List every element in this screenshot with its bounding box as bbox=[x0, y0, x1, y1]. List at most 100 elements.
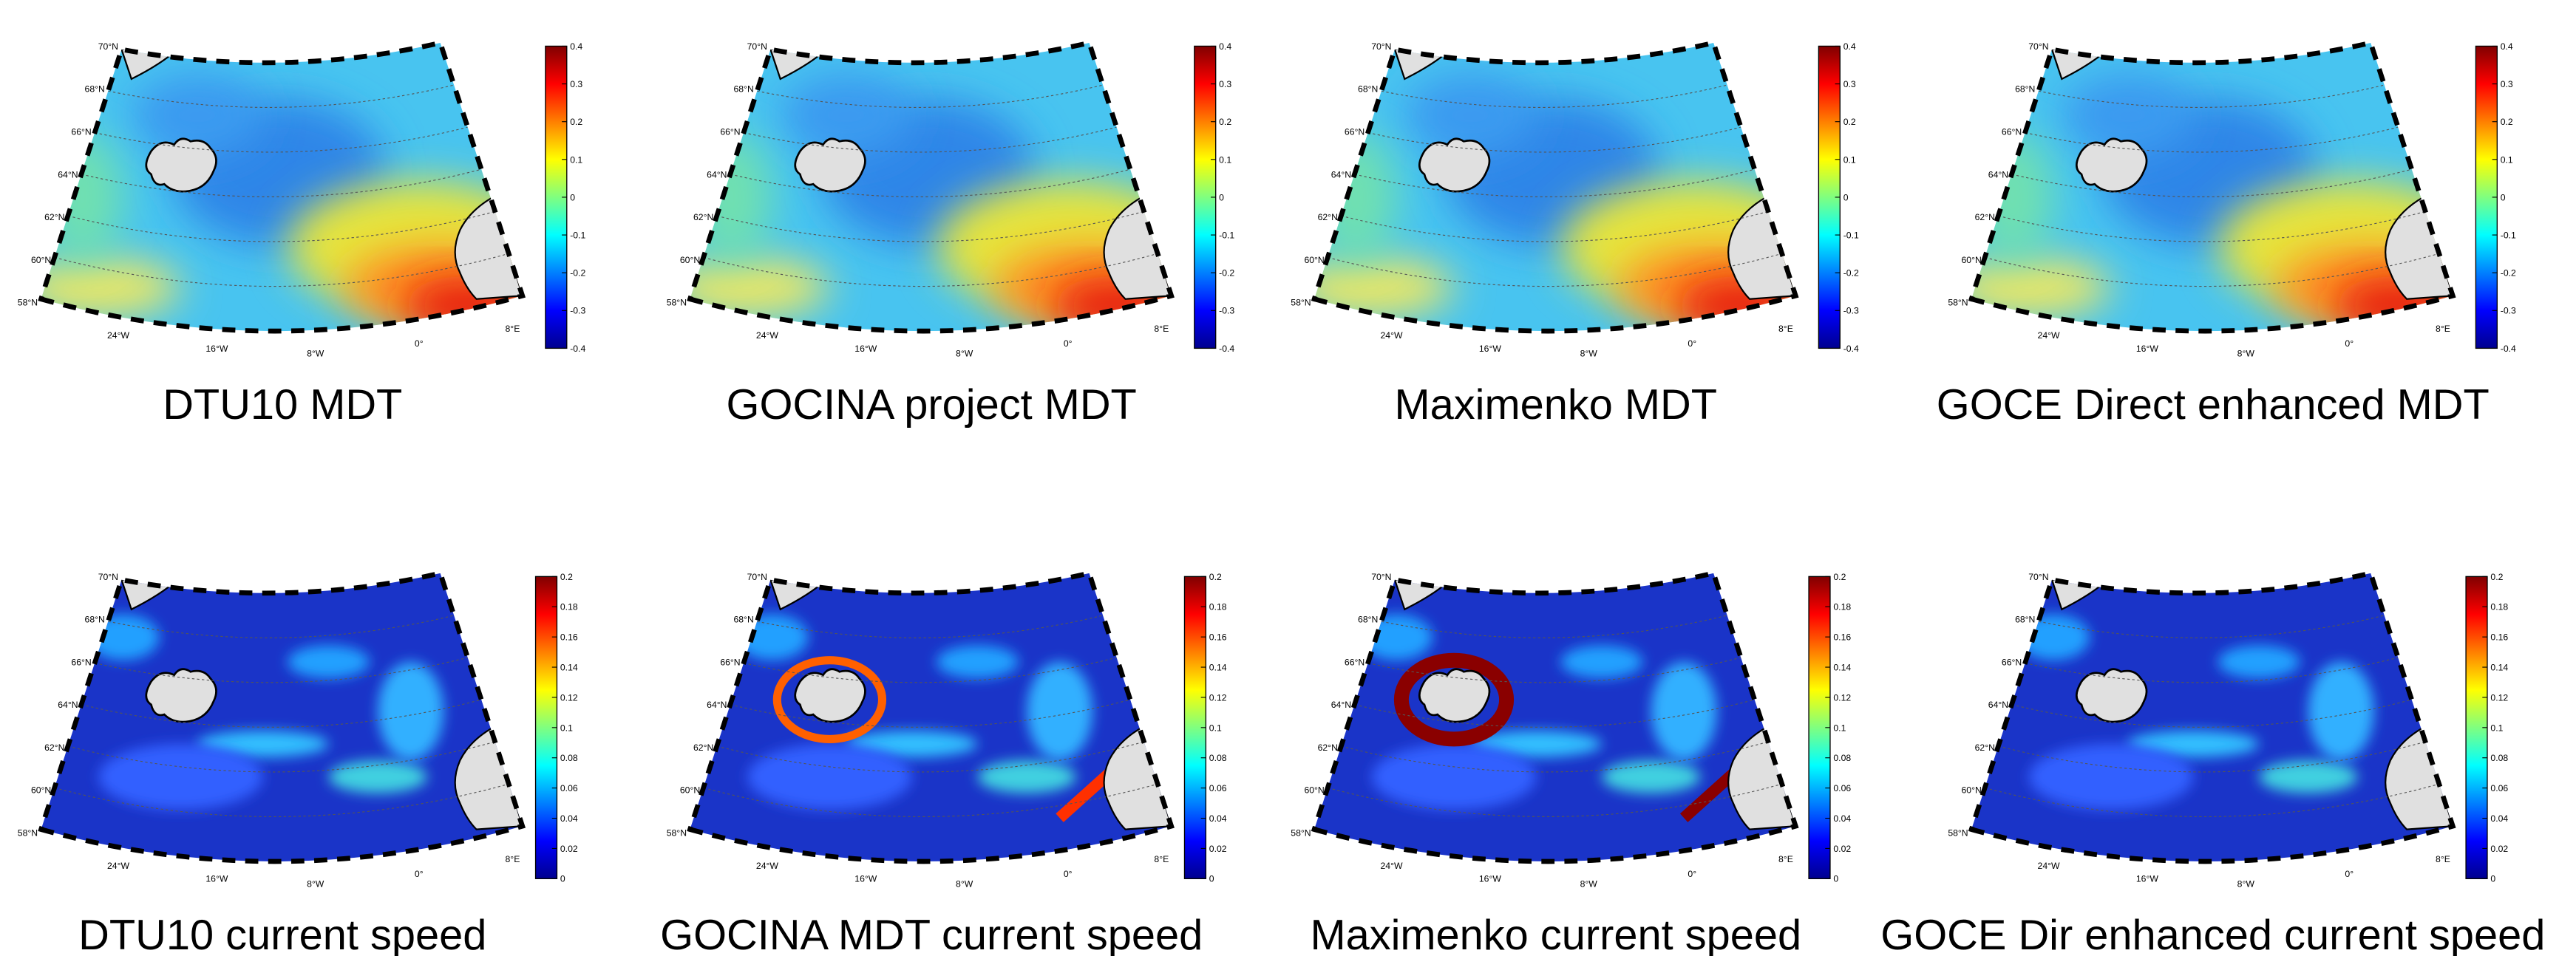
colorbar-tick-label: 0.14 bbox=[560, 662, 578, 672]
lat-label: 70°N bbox=[98, 572, 118, 582]
lat-label: 60°N bbox=[1304, 785, 1324, 796]
lat-label: 62°N bbox=[1318, 742, 1338, 753]
lat-label: 60°N bbox=[1304, 255, 1324, 265]
colorbar-tick-label: 0.14 bbox=[1209, 662, 1227, 672]
map-panel: 58°N60°N62°N64°N66°N68°N70°N24°W16°W8°W0… bbox=[0, 530, 578, 956]
colorbar-tick-label: 0.06 bbox=[2490, 783, 2508, 793]
panel-title: DTU10 current speed bbox=[78, 912, 486, 956]
colorbar-tick-label: -0.2 bbox=[570, 268, 585, 279]
lon-label: 0° bbox=[1064, 869, 1073, 879]
field-blob bbox=[665, 258, 829, 317]
colorbar-tick-label: -0.1 bbox=[1219, 231, 1234, 241]
lon-label: 8°E bbox=[1154, 854, 1169, 864]
lat-label: 62°N bbox=[693, 212, 713, 222]
lat-label: 62°N bbox=[1975, 742, 1995, 753]
colorbar-tick-label: 0.06 bbox=[1209, 783, 1227, 793]
colorbar-tick-label: 0 bbox=[1209, 874, 1214, 884]
colorbar-tick-label: -0.2 bbox=[1219, 268, 1234, 279]
colorbar-tick-label: 0.4 bbox=[570, 41, 582, 52]
lon-label: 0° bbox=[1688, 869, 1696, 879]
panel-title: DTU10 MDT bbox=[163, 381, 402, 429]
colorbar-tick-label: 0.3 bbox=[570, 79, 582, 89]
panel-title: Maximenko current speed bbox=[1310, 912, 1801, 956]
colorbar-tick-label: 0.3 bbox=[1843, 79, 1856, 89]
lat-label: 58°N bbox=[1291, 298, 1311, 308]
lon-label: 0° bbox=[415, 869, 424, 879]
colorbar-tick-label: -0.1 bbox=[2501, 231, 2516, 241]
colorbar-tick-label: 0.18 bbox=[560, 602, 578, 612]
map-field bbox=[1273, 530, 1832, 908]
field-blob bbox=[16, 258, 180, 317]
colorbar-tick-label: 0.4 bbox=[1219, 41, 1231, 52]
colorbar-tick-label: 0.08 bbox=[1833, 753, 1851, 763]
colorbar-tick-label: 0.2 bbox=[570, 117, 582, 127]
lat-label: 66°N bbox=[71, 657, 91, 667]
lat-label: 70°N bbox=[1371, 41, 1391, 52]
map-background bbox=[1931, 530, 2490, 908]
lat-label: 70°N bbox=[1371, 572, 1391, 582]
field-blob bbox=[2218, 646, 2300, 678]
iceland bbox=[2076, 139, 2147, 191]
colorbar-tick-label: 0.04 bbox=[1209, 813, 1227, 824]
colorbar-tick-label: 0.1 bbox=[2501, 154, 2513, 165]
lat-label: 68°N bbox=[2015, 84, 2035, 95]
colorbar-tick-label: 0.14 bbox=[1833, 662, 1851, 672]
colorbar-tick-label: 0.1 bbox=[570, 154, 582, 165]
colorbar-tick-label: 0.18 bbox=[2490, 602, 2508, 612]
colorbar-tick-label: 0.18 bbox=[1833, 602, 1851, 612]
lat-label: 60°N bbox=[680, 255, 700, 265]
colorbar-tick-label: 0.2 bbox=[1833, 572, 1846, 582]
lat-label: 66°N bbox=[1345, 126, 1365, 137]
colorbar-tick-label: 0 bbox=[2490, 874, 2495, 884]
field-blob bbox=[1560, 646, 1642, 678]
field-blob bbox=[690, 132, 772, 263]
lat-label: 60°N bbox=[1961, 785, 1981, 796]
colorbar-tick-label: 0.12 bbox=[560, 692, 578, 703]
colorbar-tick-label: -0.3 bbox=[1219, 306, 1234, 316]
map-panel: 58°N60°N62°N64°N66°N68°N70°N24°W16°W8°W0… bbox=[0, 0, 585, 429]
colorbar-tick-label: 0.06 bbox=[560, 783, 578, 793]
lat-label: 60°N bbox=[1961, 255, 1981, 265]
lon-label: 0° bbox=[415, 338, 424, 349]
lon-label: 24°W bbox=[756, 330, 778, 341]
colorbar-tick-label: -0.4 bbox=[570, 344, 585, 354]
colorbar-tick-label: 0.1 bbox=[1209, 723, 1222, 733]
lat-label: 58°N bbox=[1948, 298, 1968, 308]
lat-label: 58°N bbox=[18, 828, 38, 839]
colorbar-tick-label: 0.1 bbox=[1843, 154, 1856, 165]
colorbar-tick-label: 0.02 bbox=[560, 844, 578, 854]
colorbar-tick-label: -0.2 bbox=[1843, 268, 1859, 279]
lon-label: 8°E bbox=[506, 324, 520, 334]
lon-label: 24°W bbox=[107, 861, 129, 871]
colorbar-tick-label: 0.2 bbox=[2490, 572, 2503, 582]
lon-label: 16°W bbox=[854, 874, 877, 884]
colorbar-tick-label: 0.04 bbox=[560, 813, 578, 824]
lat-label: 64°N bbox=[707, 169, 727, 180]
colorbar-tick-label: 0.16 bbox=[1209, 632, 1227, 643]
panel-title: Maximenko MDT bbox=[1395, 381, 1718, 429]
lat-label: 64°N bbox=[1331, 700, 1351, 710]
lat-label: 66°N bbox=[2002, 657, 2022, 667]
colorbar-tick-label: 0.2 bbox=[2501, 117, 2513, 127]
lon-label: 8°E bbox=[1778, 854, 1793, 864]
colorbar-tick-label: 0.16 bbox=[560, 632, 578, 643]
lon-label: 24°W bbox=[107, 330, 129, 341]
lat-label: 70°N bbox=[2028, 572, 2048, 582]
lon-label: 8°W bbox=[307, 349, 324, 359]
colorbar-tick-label: 0 bbox=[1833, 874, 1838, 884]
lon-label: 16°W bbox=[205, 874, 228, 884]
lon-label: 8°W bbox=[1580, 349, 1598, 359]
lat-label: 68°N bbox=[733, 84, 753, 95]
lat-label: 66°N bbox=[720, 657, 740, 667]
lon-label: 24°W bbox=[2038, 330, 2060, 341]
colorbar-tick-label: 0 bbox=[1843, 192, 1849, 202]
lon-label: 16°W bbox=[854, 344, 877, 354]
lat-label: 68°N bbox=[85, 615, 105, 625]
panel-title: GOCE Dir enhanced current speed bbox=[1880, 912, 2545, 956]
lon-label: 8°W bbox=[2237, 349, 2255, 359]
lon-label: 8°E bbox=[2436, 324, 2450, 334]
colorbar-tick-label: 0.1 bbox=[1219, 154, 1231, 165]
